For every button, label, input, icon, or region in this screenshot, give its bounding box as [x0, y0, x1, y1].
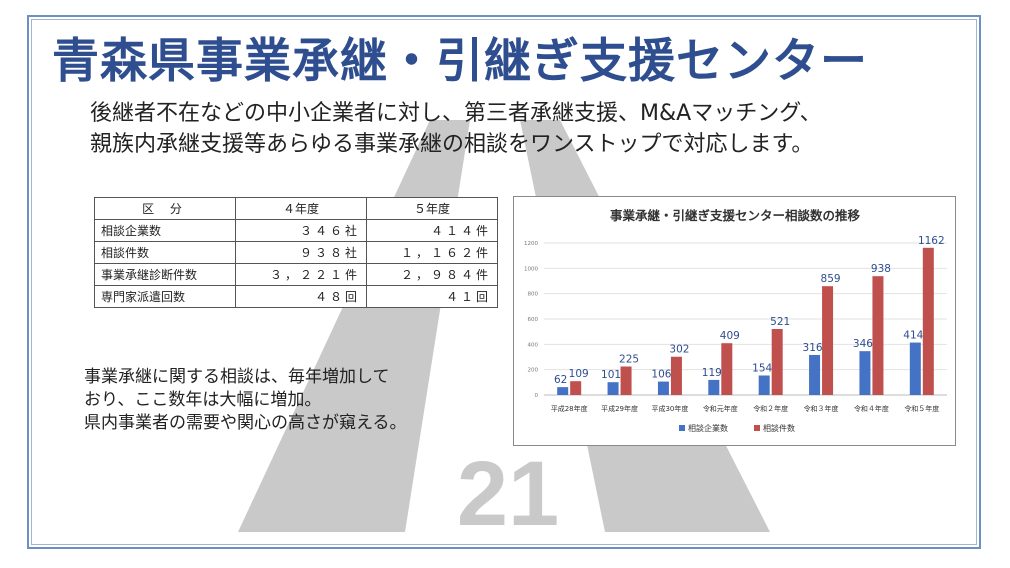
table-cell-label: 専門家派遣回数 — [94, 285, 236, 308]
table-cell-value: ４８回 — [235, 285, 367, 308]
data-label: 414 — [903, 330, 923, 342]
chart-bar — [859, 351, 871, 395]
x-tick-label: 令和２年度 — [753, 404, 788, 413]
chart-bar — [909, 342, 921, 395]
comment-line-3: 県内事業者の需要や関心の高さが窺える。 — [84, 413, 407, 433]
chart-bar — [670, 356, 682, 395]
table-cell-value: ２，９８４件 — [366, 263, 498, 286]
consultation-chart: 事業承継・引継ぎ支援センター相談数の推移 0 200 400 600 800 1000 12… — [513, 196, 956, 446]
y-tick-label: 400 — [528, 342, 539, 348]
data-label: 346 — [853, 338, 873, 350]
chart-y-axis: 0 200 400 600 800 1000 1200 — [524, 241, 539, 399]
data-label: 409 — [720, 330, 740, 342]
chart-svg: 事業承継・引継ぎ支援センター相談数の推移 0 200 400 600 800 1000 12… — [524, 208, 947, 433]
chart-bar — [721, 343, 733, 395]
data-label: 106 — [651, 369, 671, 381]
table-cell-value: ４１４件 — [366, 219, 498, 242]
chart-data-labels: 62 109 101 225 106 302 119 409 154 521 316 859 346 93… — [554, 235, 945, 386]
summary-comment: 事業承継に関する相談は、毎年増加して おり、ここ数年は大幅に増加。 県内事業者の… — [84, 366, 407, 435]
x-tick-label: 令和４年度 — [854, 404, 889, 413]
stats-table: 区 分 ４年度 ５年度 相談企業数 ３４６社 ４１４件 相談件数 ９３８社 １，… — [94, 197, 498, 308]
slide-frame — [27, 15, 981, 549]
chart-title: 事業承継・引継ぎ支援センター相談数の推移 — [610, 208, 861, 223]
data-label: 316 — [803, 342, 823, 354]
chart-bars — [557, 247, 934, 395]
table-cell-value: ９３８社 — [235, 241, 367, 264]
legend-swatch — [679, 425, 685, 431]
table-cell-label: 相談企業数 — [94, 219, 236, 242]
data-label: 109 — [569, 368, 589, 380]
comment-line-1: 事業承継に関する相談は、毎年増加して — [84, 367, 390, 387]
y-tick-label: 1200 — [524, 241, 538, 247]
table-header-category: 区 分 — [94, 197, 236, 220]
chart-bar — [657, 381, 669, 395]
chart-bar — [620, 366, 632, 395]
data-label: 101 — [601, 369, 621, 381]
y-tick-label: 1000 — [524, 266, 538, 272]
chart-bar — [570, 381, 582, 395]
chart-bar — [708, 379, 720, 395]
intro-line-2: 親族内承継支援等あらゆる事業承継の相談をワンストップで対応します。 — [90, 132, 814, 157]
data-label: 1162 — [918, 235, 945, 247]
chart-bar — [758, 375, 770, 395]
data-label: 859 — [821, 273, 841, 285]
table-cell-value: ３４６社 — [235, 219, 367, 242]
x-tick-label: 平成29年度 — [601, 404, 638, 413]
chart-bar — [822, 286, 834, 395]
y-tick-label: 200 — [528, 368, 539, 374]
data-label: 62 — [554, 374, 567, 386]
table-row: 相談企業数 ３４６社 ４１４件 — [94, 219, 498, 242]
y-tick-label: 800 — [528, 292, 539, 298]
data-label: 302 — [669, 344, 689, 356]
legend-label: 相談企業数 — [688, 423, 728, 433]
legend-label: 相談件数 — [763, 423, 795, 433]
page-title: 青森県事業承継・引継ぎ支援センター — [52, 34, 868, 89]
chart-bar — [872, 276, 884, 395]
table-row: 専門家派遣回数 ４８回 ４１回 — [94, 285, 498, 308]
data-label: 521 — [770, 316, 790, 328]
table-cell-value: ４１回 — [366, 285, 498, 308]
chart-bar — [557, 387, 569, 395]
table-cell-label: 相談件数 — [94, 241, 236, 264]
table-row: 事業承継診断件数 ３，２２１件 ２，９８４件 — [94, 263, 498, 286]
chart-bar — [809, 354, 821, 395]
slide-inner-frame — [31, 19, 977, 545]
table-header-fy4: ４年度 — [235, 197, 367, 220]
chart-bar — [771, 329, 783, 395]
table-header-row: 区 分 ４年度 ５年度 — [94, 197, 498, 220]
y-tick-label: 0 — [535, 393, 539, 399]
table-cell-value: ３，２２１件 — [235, 263, 367, 286]
x-tick-label: 令和５年度 — [904, 404, 939, 413]
y-tick-label: 600 — [528, 317, 539, 323]
x-tick-label: 平成30年度 — [651, 404, 688, 413]
chart-bar — [922, 247, 934, 395]
data-label: 225 — [619, 354, 639, 366]
table-cell-value: １，１６２件 — [366, 241, 498, 264]
table-header-fy5: ５年度 — [366, 197, 498, 220]
watermark-number: 21 — [457, 443, 559, 545]
x-tick-label: 令和３年度 — [804, 404, 839, 413]
table-cell-label: 事業承継診断件数 — [94, 263, 236, 286]
data-label: 119 — [702, 367, 722, 379]
legend-swatch — [754, 425, 760, 431]
data-label: 154 — [752, 362, 772, 374]
intro-text: 後継者不在などの中小企業者に対し、第三者承継支援、M&Aマッチング、 親族内承継… — [90, 98, 960, 160]
x-tick-label: 平成28年度 — [551, 404, 588, 413]
comment-line-2: おり、ここ数年は大幅に増加。 — [84, 390, 322, 410]
table-row: 相談件数 ９３８社 １，１６２件 — [94, 241, 498, 264]
chart-legend: 相談企業数 相談件数 — [679, 423, 795, 433]
data-label: 938 — [871, 263, 891, 275]
chart-x-axis: 平成28年度 平成29年度 平成30年度 令和元年度 令和２年度 令和３年度 令和４年度 令和… — [551, 404, 940, 413]
x-tick-label: 令和元年度 — [703, 404, 738, 413]
intro-line-1: 後継者不在などの中小企業者に対し、第三者承継支援、M&Aマッチング、 — [90, 101, 822, 126]
chart-bar — [607, 382, 619, 395]
